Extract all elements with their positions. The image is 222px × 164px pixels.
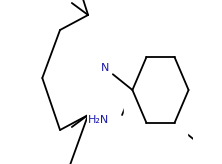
Bar (124, 52, 187, 138)
Text: N: N (101, 63, 109, 73)
Text: H₂N: H₂N (87, 115, 109, 125)
